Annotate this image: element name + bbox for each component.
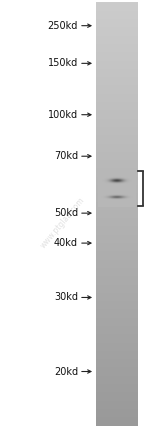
Text: 20kd: 20kd bbox=[54, 366, 78, 377]
Text: 150kd: 150kd bbox=[48, 58, 78, 68]
Text: 30kd: 30kd bbox=[54, 292, 78, 303]
Text: www.ptglab.com: www.ptglab.com bbox=[39, 195, 87, 250]
Text: 50kd: 50kd bbox=[54, 208, 78, 218]
Text: 100kd: 100kd bbox=[48, 110, 78, 120]
Text: 70kd: 70kd bbox=[54, 151, 78, 161]
Text: 250kd: 250kd bbox=[48, 21, 78, 31]
Text: 40kd: 40kd bbox=[54, 238, 78, 248]
